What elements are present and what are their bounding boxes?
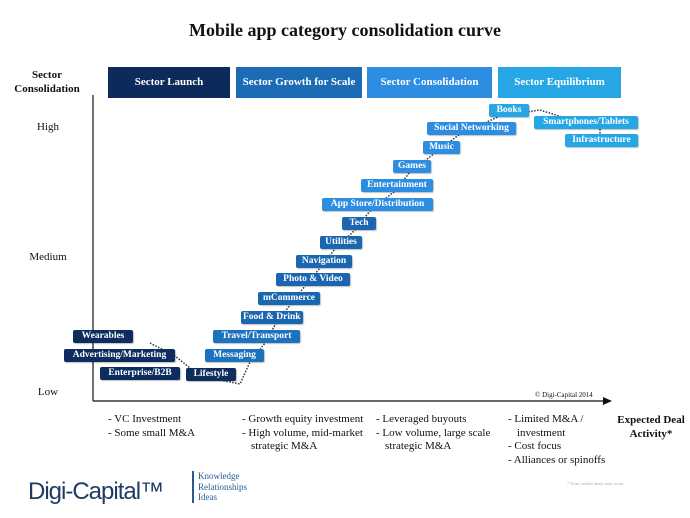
category-box: Utilities xyxy=(320,236,362,249)
category-box: Travel/Transport xyxy=(213,330,300,343)
category-box: Games xyxy=(393,160,431,173)
digi-capital-logo: Digi-Capital™ xyxy=(28,478,164,505)
phase-header: Sector Consolidation xyxy=(367,67,492,98)
category-box: Lifestyle xyxy=(186,368,236,381)
consolidation-curve xyxy=(149,109,601,385)
page-title: Mobile app category consolidation curve xyxy=(189,20,501,40)
category-box: Smartphones/Tablets xyxy=(534,116,638,129)
category-box: Tech xyxy=(342,217,376,230)
category-box: Food & Drink xyxy=(241,311,303,324)
category-box: Enterprise/B2B xyxy=(100,367,180,380)
deal-activity-item: - Leveraged buyouts xyxy=(376,413,467,425)
tagline-ideas: Ideas xyxy=(198,492,217,502)
deal-activity-item: - VC Investment xyxy=(108,413,182,425)
copyright: © Digi-Capital 2014 xyxy=(535,391,593,399)
y-tick-low: Low xyxy=(37,386,59,398)
deal-activity-item: - Alliances or spinoffs xyxy=(508,453,606,466)
deal-activity-column: - Limited M&A / investment - Cost focus - … xyxy=(508,413,608,467)
category-box: Infrastructure xyxy=(565,134,638,147)
logo-tagline: Knowledge Relationships Ideas xyxy=(192,471,247,503)
deal-activity-column: - Growth equity investment - High volume,… xyxy=(242,413,367,454)
y-tick-medium: Medium xyxy=(29,251,67,263)
deal-activity-item: - High volume, mid-market strategic M&A xyxy=(242,426,363,453)
category-box: Advertising/Marketing xyxy=(64,349,175,362)
deal-activity-column: - Leveraged buyouts - Low volume, large s… xyxy=(376,413,504,454)
deal-activity-item: - Low volume, large scale strategic M&A xyxy=(376,426,491,453)
phase-header: Sector Equilibrium xyxy=(498,67,621,98)
phase-header: Sector Growth for Scale xyxy=(236,67,362,98)
tagline-relationships: Relationships xyxy=(198,481,247,492)
category-box: Music xyxy=(423,141,460,154)
category-box: Wearables xyxy=(73,330,133,343)
x-axis-label: Expected Deal Activity* xyxy=(617,414,685,440)
category-box: Photo & Video xyxy=(276,273,350,286)
category-box: Entertainment xyxy=(361,179,433,192)
tagline-knowledge: Knowledge xyxy=(198,471,240,481)
category-box: Social Networking xyxy=(427,122,516,135)
deal-activity-item: - Cost focus xyxy=(508,440,562,452)
category-box: App Store/Distribution xyxy=(322,198,433,211)
category-box: Navigation xyxy=(296,255,352,268)
deal-activity-item: - Growth equity investment xyxy=(242,413,364,425)
category-box: mCommerce xyxy=(258,292,320,305)
x-axis-arrow xyxy=(603,397,612,405)
deal-activity-item: - Limited M&A / investment xyxy=(508,413,584,439)
y-tick-high: High xyxy=(37,121,59,133)
category-box: Books xyxy=(489,104,529,117)
category-box: Messaging xyxy=(205,349,264,362)
y-axis-label: Sector Consolidation xyxy=(14,69,80,95)
deal-activity-item: - Some small M&A xyxy=(108,426,196,439)
footnote: * Note: earlier deals may occur xyxy=(567,481,624,486)
deal-activity-column: - VC Investment - Some small M&A xyxy=(108,413,233,440)
phase-header: Sector Launch xyxy=(108,67,230,98)
